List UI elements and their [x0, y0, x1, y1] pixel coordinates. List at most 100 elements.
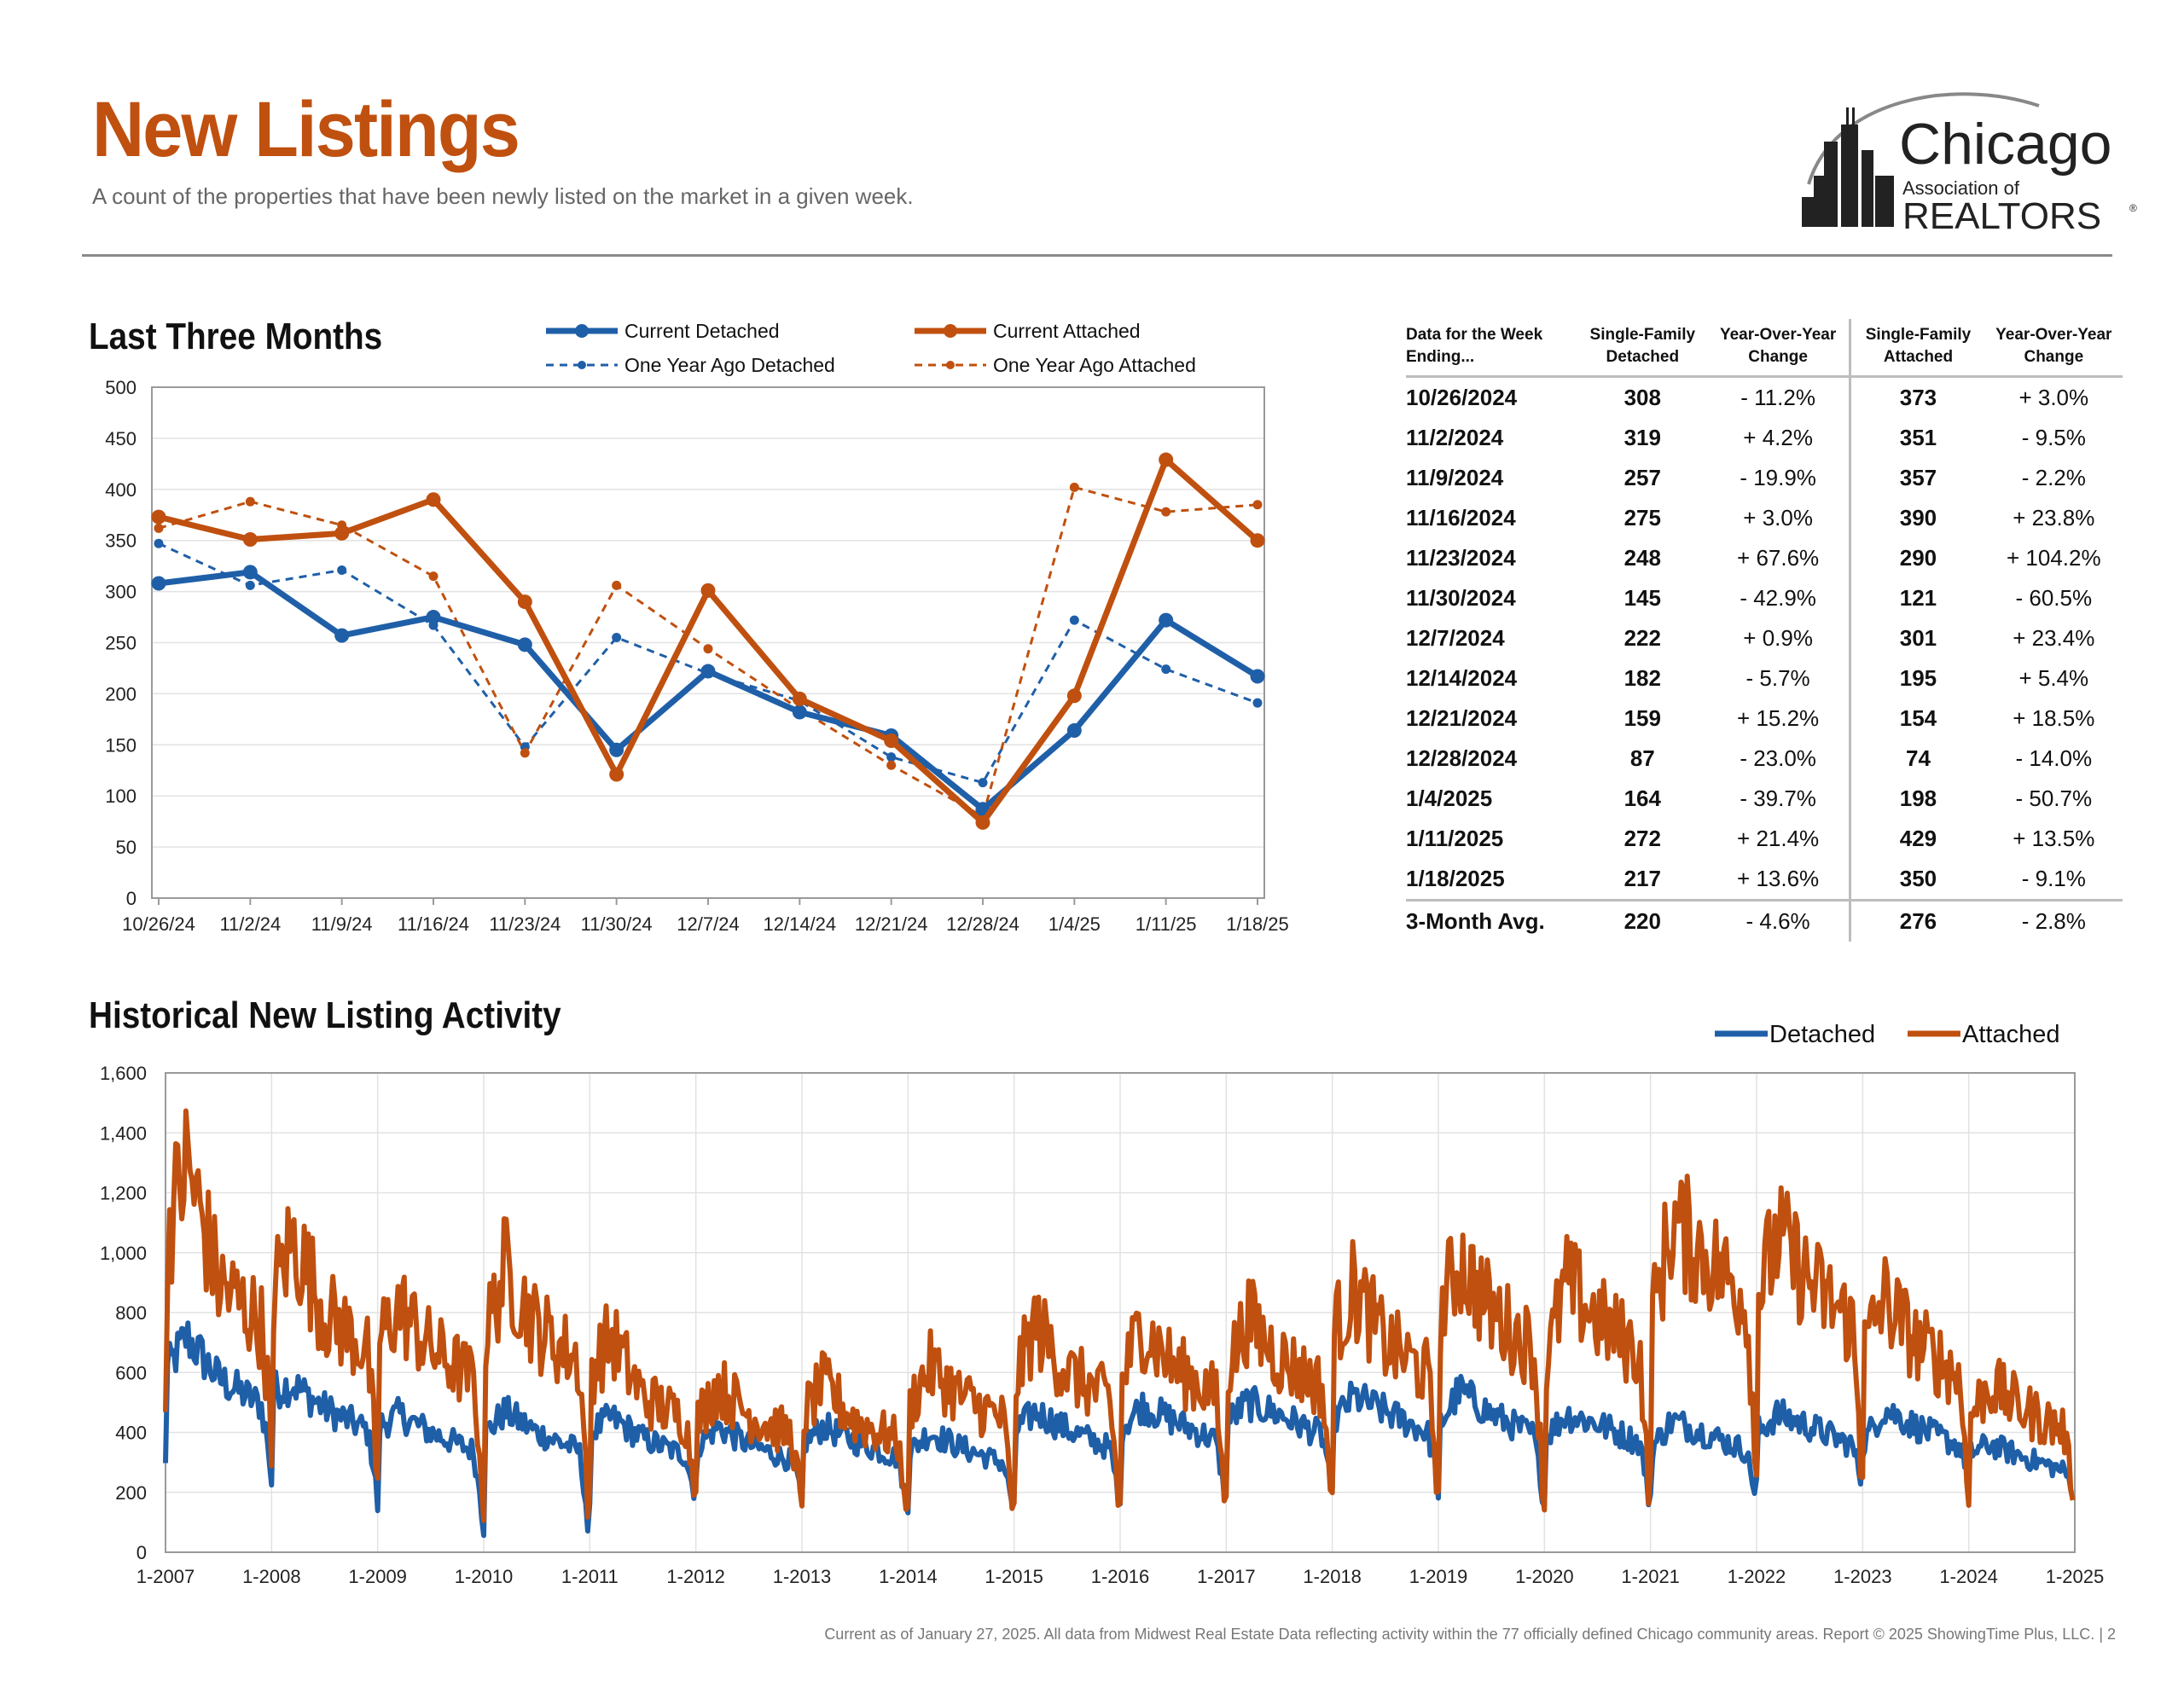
cell-detached-yoy: + 3.0% [1743, 505, 1813, 530]
page-subtitle: A count of the properties that have been… [92, 183, 914, 209]
data-point [242, 532, 258, 548]
data-point [886, 752, 897, 762]
y-tick-label: 300 [105, 582, 136, 603]
section-title-last-three-months: Last Three Months [89, 316, 383, 357]
x-tick-label: 1/18/25 [1226, 913, 1288, 935]
cell-attached-yoy: + 3.0% [2018, 385, 2089, 410]
data-point [334, 628, 350, 643]
data-point [609, 767, 624, 782]
y-tick-label: 150 [105, 734, 136, 756]
x-tick-label: 12/7/24 [677, 913, 739, 935]
weekly-data-table: Data for the Week Ending... Single-Famil… [1406, 319, 2123, 942]
cell-attached: 154 [1849, 699, 1985, 739]
x-tick-label: 1-2023 [1833, 1566, 1892, 1587]
cell-detached: 145 [1623, 585, 1661, 611]
cell-detached-yoy: + 13.6% [1737, 866, 1820, 891]
cell-attached: 276 [1849, 899, 1985, 942]
cell-attached: 290 [1849, 538, 1985, 578]
footer-note: Current as of January 27, 2025. All data… [824, 1626, 2116, 1643]
header-week-ending: Data for the Week Ending... [1406, 319, 1578, 378]
legend-label: One Year Ago Attached [993, 354, 1196, 376]
legend-marker [946, 361, 955, 369]
cell-attached-yoy: - 60.5% [2015, 585, 2093, 611]
cell-detached: 87 [1629, 745, 1655, 771]
cell-attached-yoy: + 5.4% [2018, 665, 2089, 691]
table-row: 12/7/2024 222 + 0.9% 301 + 23.4% [1406, 618, 2123, 658]
cell-week: 11/16/2024 [1406, 505, 1516, 530]
data-point [1069, 615, 1079, 625]
cell-detached: 217 [1623, 866, 1661, 891]
cell-attached: 198 [1849, 779, 1985, 819]
data-point [1250, 533, 1265, 548]
logo-registered-mark: ® [2129, 202, 2137, 214]
data-point [426, 492, 441, 507]
cell-attached-yoy: + 23.4% [2013, 625, 2095, 651]
data-point [1069, 482, 1079, 492]
legend-label: Current Detached [624, 320, 780, 342]
data-point [1250, 669, 1265, 684]
data-point [700, 583, 716, 598]
table-row: 12/21/2024 159 + 15.2% 154 + 18.5% [1406, 699, 2123, 739]
x-tick-label: 1-2013 [773, 1566, 832, 1587]
cell-attached: 121 [1849, 578, 1985, 618]
table-row: 1/11/2025 272 + 21.4% 429 + 13.5% [1406, 819, 2123, 859]
cell-attached: 195 [1849, 658, 1985, 699]
cell-week: 11/2/2024 [1406, 425, 1504, 450]
cell-attached: 390 [1849, 498, 1985, 538]
y-tick-label: 100 [105, 786, 136, 807]
data-point [792, 704, 807, 720]
data-point [151, 576, 166, 591]
section-title-historical: Historical New Listing Activity [89, 994, 561, 1036]
x-tick-label: 1-2017 [1197, 1566, 1256, 1587]
chicago-realtors-logo: Chicago Association of REALTORS ® [1783, 82, 2141, 248]
x-tick-label: 11/9/24 [311, 913, 373, 935]
cell-attached-yoy: - 9.5% [2021, 425, 2086, 450]
data-point [517, 594, 532, 610]
y-tick-label: 200 [115, 1482, 147, 1504]
header-attached: Single-Family Attached [1849, 319, 1985, 378]
y-tick-label: 1,000 [100, 1243, 147, 1264]
cell-detached-yoy: + 4.2% [1743, 425, 1813, 450]
y-tick-label: 500 [105, 377, 136, 398]
x-tick-label: 1-2010 [455, 1566, 514, 1587]
data-point [1252, 698, 1263, 708]
cell-detached: 272 [1623, 826, 1661, 851]
historical-activity-chart: 0 200 400 600 800 1,000 1,200 1,400 1,600 1-2007 1… [100, 1021, 2105, 1587]
table-row: 11/16/2024 275 + 3.0% 390 + 23.8% [1406, 498, 2123, 538]
y-tick-label: 50 [116, 837, 136, 858]
series-line-current-detached [158, 569, 1259, 813]
cell-week: 1/11/2025 [1406, 826, 1504, 851]
data-point [1066, 688, 1082, 704]
data-point [1252, 500, 1263, 510]
data-point [609, 742, 624, 757]
y-tick-label: 600 [115, 1362, 147, 1383]
data-point [1066, 723, 1082, 739]
x-tick-label: 1-2018 [1303, 1566, 1362, 1587]
cell-attached-yoy: - 2.2% [2021, 465, 2086, 490]
legend-label: Attached [1962, 1021, 2059, 1048]
legend-marker [944, 324, 957, 338]
x-tick-label: 12/14/24 [764, 913, 837, 935]
x-tick-label: 1-2025 [2046, 1566, 2105, 1587]
table-avg-row: 3-Month Avg. 220- 4.6% 276- 2.8% [1406, 899, 2123, 942]
data-point [154, 538, 164, 548]
series-line-one-year-ago-detached [158, 542, 1258, 785]
table-row: 12/14/2024 182 - 5.7% 195 + 5.4% [1406, 658, 2123, 699]
cell-detached-yoy: - 5.7% [1745, 665, 1810, 691]
cell-attached-yoy: - 2.8% [1984, 899, 2123, 942]
x-tick-label: 1-2011 [561, 1566, 619, 1587]
logo-text-chicago: Chicago [1899, 112, 2112, 177]
y-tick-label: 250 [105, 633, 136, 654]
cell-attached-yoy: - 50.7% [2015, 786, 2093, 811]
data-point [245, 496, 255, 507]
data-point [337, 565, 347, 575]
x-tick-label: 1-2024 [1939, 1566, 1998, 1587]
data-point [151, 509, 166, 525]
cell-attached-yoy: + 23.8% [2013, 505, 2095, 530]
legend-marker [578, 361, 586, 369]
cell-week: 12/14/2024 [1406, 665, 1518, 691]
x-tick-label: 1/11/25 [1136, 913, 1197, 935]
y-tick-label: 1,400 [100, 1122, 147, 1144]
cell-attached: 351 [1849, 418, 1985, 458]
data-point [334, 525, 350, 541]
